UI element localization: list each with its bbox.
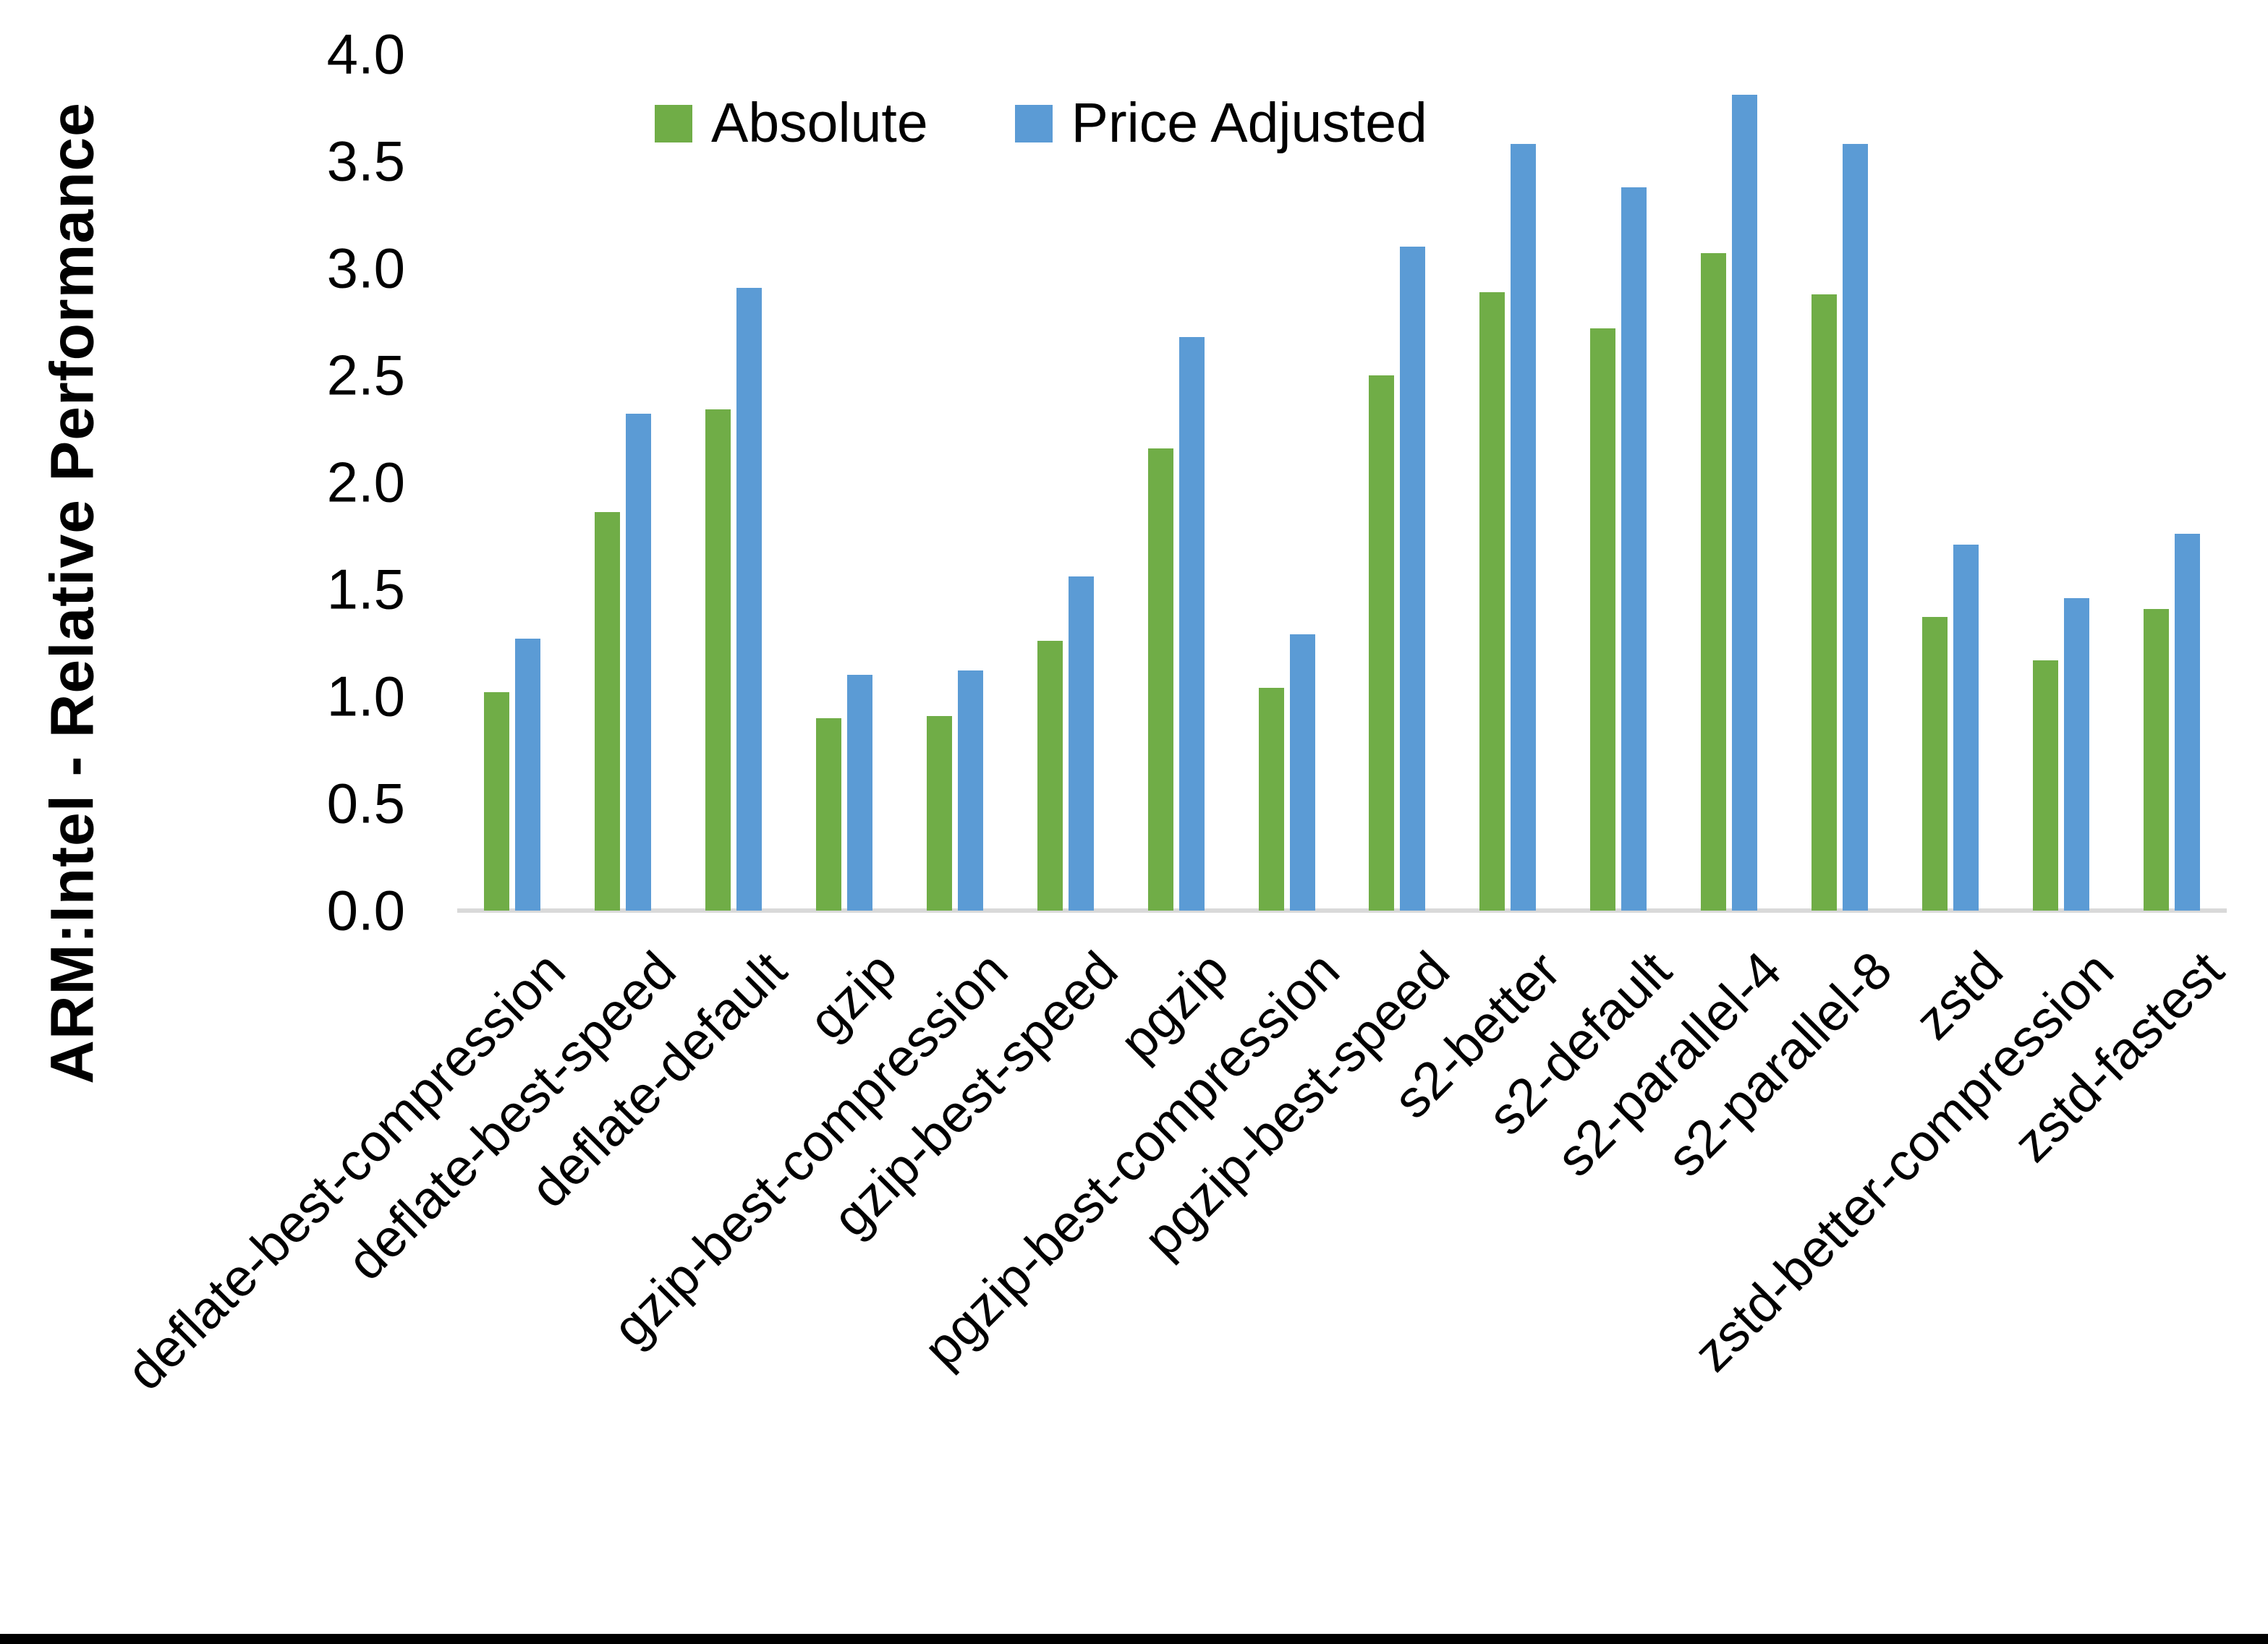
y-tick-label-1.0: 1.0 (326, 664, 405, 728)
y-tick-label-3.0: 3.0 (326, 236, 405, 300)
y-axis-title: ARM:Intel - Relative Performance (38, 102, 106, 1084)
bar-absolute-deflate-best-speed (595, 512, 620, 911)
bar-absolute-s2-parallel-4 (1701, 253, 1726, 911)
y-tick-label-2.5: 2.5 (326, 343, 405, 407)
bar-price-adjusted-s2-default (1621, 187, 1647, 911)
bar-absolute-deflate-best-compression (484, 692, 509, 911)
bar-absolute-gzip (816, 718, 841, 911)
chart-legend: Absolute Price Adjusted (655, 91, 1427, 156)
bar-absolute-zstd-better-compression (2033, 660, 2058, 911)
bar-absolute-s2-default (1590, 328, 1615, 911)
bar-price-adjusted-s2-parallel-8 (1843, 144, 1868, 911)
bar-absolute-deflate-default (705, 409, 731, 911)
bar-absolute-pgzip-best-compression (1259, 688, 1284, 911)
bar-price-adjusted-zstd (1953, 545, 1979, 911)
legend-swatch-icon (1014, 104, 1053, 142)
bar-price-adjusted-pgzip-best-compression (1290, 634, 1315, 911)
legend-label: Absolute (711, 92, 928, 154)
bar-price-adjusted-deflate-best-compression (515, 639, 540, 911)
bar-absolute-pgzip (1148, 448, 1173, 911)
legend-swatch-icon (655, 104, 692, 142)
y-tick-label-4.0: 4.0 (326, 22, 405, 86)
bar-price-adjusted-gzip-best-compression (958, 670, 983, 911)
bar-absolute-zstd (1922, 617, 1948, 911)
y-tick-label-0.5: 0.5 (326, 771, 405, 835)
bar-absolute-zstd-fastest (2144, 609, 2169, 911)
bar-price-adjusted-deflate-best-speed (626, 414, 651, 911)
y-tick-label-2.0: 2.0 (326, 450, 405, 514)
x-category-label-deflate-best-compression: deflate-best-compression (115, 940, 577, 1402)
bar-absolute-s2-better (1479, 292, 1505, 911)
bottom-border-line (0, 1634, 2268, 1644)
bar-price-adjusted-zstd-fastest (2175, 534, 2200, 911)
bar-price-adjusted-s2-better (1511, 144, 1536, 911)
bar-price-adjusted-gzip (847, 675, 872, 911)
y-tick-label-0.0: 0.0 (326, 878, 405, 942)
y-tick-label-1.5: 1.5 (326, 557, 405, 621)
legend-label: Price Adjusted (1071, 92, 1427, 154)
y-tick-label-3.5: 3.5 (326, 129, 405, 193)
bar-absolute-gzip-best-compression (927, 716, 952, 911)
legend-item-absolute: Absolute (655, 91, 928, 156)
bar-price-adjusted-s2-parallel-4 (1732, 95, 1757, 911)
x-axis-line (457, 908, 2227, 913)
bar-price-adjusted-pgzip (1179, 337, 1205, 911)
legend-item-price-adjusted: Price Adjusted (1014, 91, 1427, 156)
bar-price-adjusted-gzip-best-speed (1069, 576, 1094, 911)
bar-absolute-gzip-best-speed (1037, 641, 1063, 911)
bar-absolute-pgzip-best-speed (1369, 375, 1394, 911)
bar-price-adjusted-zstd-better-compression (2064, 598, 2089, 911)
bar-price-adjusted-pgzip-best-speed (1400, 247, 1425, 911)
bar-absolute-s2-parallel-8 (1812, 294, 1837, 911)
bar-price-adjusted-deflate-default (736, 288, 762, 911)
